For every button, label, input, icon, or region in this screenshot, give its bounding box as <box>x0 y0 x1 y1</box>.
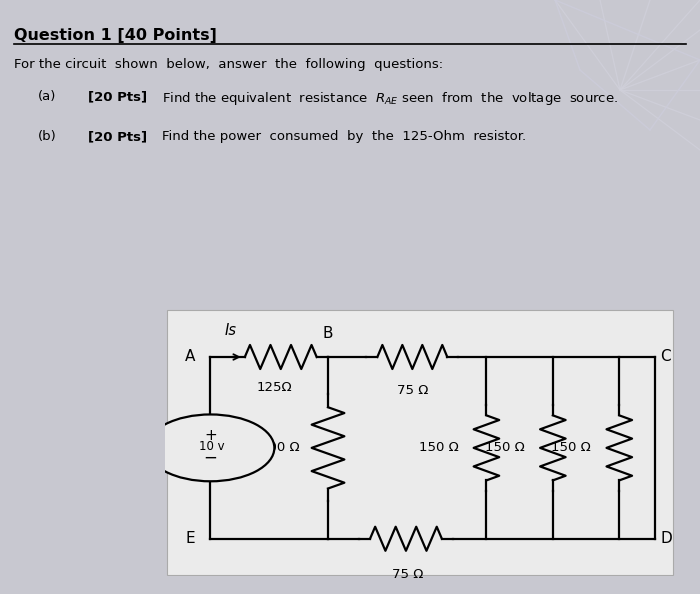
Text: 200 Ω: 200 Ω <box>260 441 300 454</box>
Text: Find the power  consumed  by  the  125-Ohm  resistor.: Find the power consumed by the 125-Ohm r… <box>162 130 526 143</box>
Text: 150 Ω: 150 Ω <box>552 441 592 454</box>
Text: For the circuit  shown  below,  answer  the  following  questions:: For the circuit shown below, answer the … <box>14 58 443 71</box>
Text: E: E <box>186 531 195 546</box>
Text: C: C <box>660 349 671 365</box>
Text: −: − <box>204 449 218 467</box>
Text: Is: Is <box>225 323 237 339</box>
Text: D: D <box>660 531 672 546</box>
FancyBboxPatch shape <box>167 310 673 575</box>
Text: Question 1 [40 Points]: Question 1 [40 Points] <box>14 28 217 43</box>
Text: 10 v: 10 v <box>199 440 224 453</box>
Text: A: A <box>185 349 195 365</box>
Text: [20 Pts]: [20 Pts] <box>88 130 147 143</box>
Text: 150 Ω: 150 Ω <box>419 441 458 454</box>
Text: (b): (b) <box>38 130 57 143</box>
Text: 75 Ω: 75 Ω <box>391 568 423 581</box>
Text: B: B <box>323 326 333 341</box>
Text: [20 Pts]: [20 Pts] <box>88 90 147 103</box>
Circle shape <box>146 415 274 481</box>
Text: 150 Ω: 150 Ω <box>485 441 525 454</box>
Text: 125Ω: 125Ω <box>257 381 292 394</box>
Text: +: + <box>204 428 217 443</box>
Text: 75 Ω: 75 Ω <box>397 384 428 397</box>
Text: Find the equivalent  resistance  $R_{AE}$ seen  from  the  voltage  source.: Find the equivalent resistance $R_{AE}$ … <box>162 90 618 107</box>
Text: (a): (a) <box>38 90 57 103</box>
